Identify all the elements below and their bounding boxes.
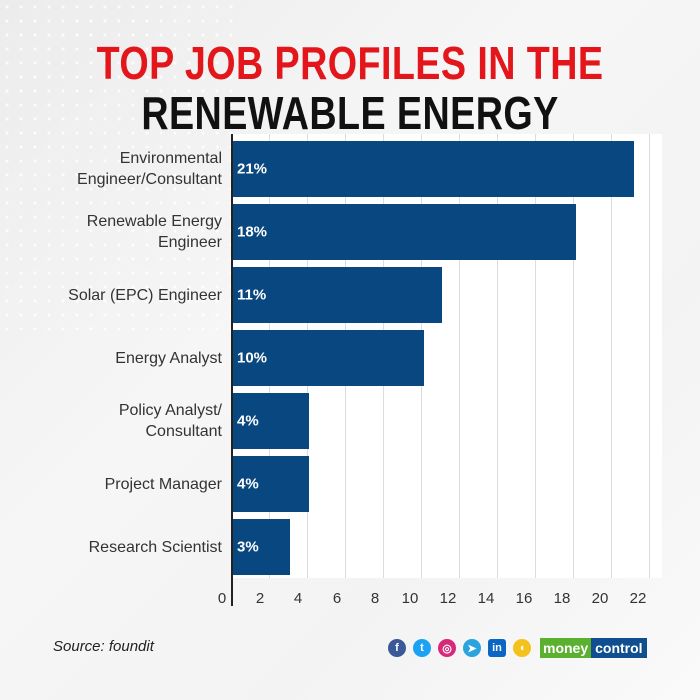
background-dots <box>0 0 240 330</box>
gridline <box>497 134 498 578</box>
bar-value: 10% <box>237 349 268 367</box>
x-tick: 6 <box>332 590 342 607</box>
koo-icon[interactable]: ◖ <box>513 639 531 657</box>
category-label: Policy Analyst/Consultant <box>118 402 222 440</box>
x-tick: 0 <box>217 590 227 607</box>
x-tick: 12 <box>439 590 457 607</box>
x-tick: 18 <box>553 590 571 607</box>
bar: 18% <box>233 204 576 260</box>
bar: 10% <box>233 330 424 386</box>
bar: 4% <box>233 456 309 512</box>
x-tick: 14 <box>477 590 495 607</box>
bar-value: 18% <box>237 223 268 241</box>
gridline <box>535 134 536 578</box>
gridline <box>459 134 460 578</box>
bar-value: 3% <box>237 538 259 556</box>
title-line-1: TOP JOB PROFILES IN THE <box>96 37 604 89</box>
linkedin-icon[interactable]: in <box>488 639 506 657</box>
social-icons: f t ◎ ➤ in ◖ money control <box>388 638 647 658</box>
x-tick: 22 <box>629 590 647 607</box>
twitter-icon[interactable]: t <box>413 639 431 657</box>
category-label: Renewable Energy Engineer <box>86 213 222 251</box>
instagram-icon[interactable]: ◎ <box>438 639 456 657</box>
x-tick: 16 <box>515 590 533 607</box>
x-tick: 8 <box>370 590 380 607</box>
x-tick: 2 <box>255 590 265 607</box>
bar-value: 11% <box>237 286 267 304</box>
bar: 11% <box>233 267 442 323</box>
bar: 3% <box>233 519 290 575</box>
moneycontrol-logo: money control <box>540 638 647 658</box>
gridline <box>611 134 612 578</box>
bar-value: 4% <box>237 412 259 430</box>
category-label: Project Manager <box>104 476 222 493</box>
category-label: Solar (EPC) Engineer <box>68 287 222 304</box>
gridline <box>573 134 574 578</box>
bar: 21% <box>233 141 634 197</box>
x-tick: 4 <box>293 590 303 607</box>
category-label: Environmental Engineer/Consultant <box>77 150 222 188</box>
category-label: Research Scientist <box>88 539 222 556</box>
facebook-icon[interactable]: f <box>388 639 406 657</box>
gridline <box>649 134 650 578</box>
x-tick: 10 <box>401 590 419 607</box>
telegram-icon[interactable]: ➤ <box>463 639 481 657</box>
x-tick: 20 <box>591 590 609 607</box>
source-note: Source: foundit <box>53 638 154 655</box>
bar-value: 21% <box>237 160 268 178</box>
category-label: Energy Analyst <box>115 350 222 367</box>
bar-value: 4% <box>237 475 259 493</box>
y-axis-line <box>231 134 233 606</box>
bar: 4% <box>233 393 309 449</box>
